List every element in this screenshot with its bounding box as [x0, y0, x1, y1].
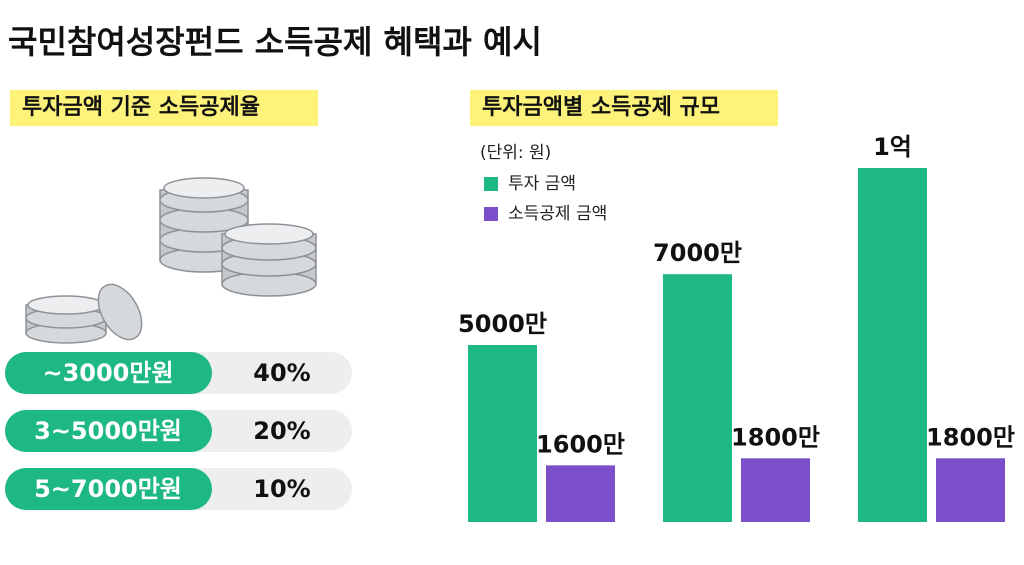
value-label: 1억	[873, 133, 912, 161]
bar	[546, 465, 615, 522]
bar	[858, 168, 927, 522]
value-label: 5000만	[458, 310, 547, 338]
chart-title: 투자금액별 소득공제 규모	[482, 95, 720, 120]
bar	[663, 274, 732, 522]
value-label: 1600만	[536, 430, 625, 458]
coin-stack	[221, 223, 317, 297]
rate-label: 40%	[253, 359, 310, 387]
bar	[936, 458, 1005, 522]
highlight	[10, 90, 318, 126]
range-label: ~3000만원	[42, 359, 173, 387]
unit-note: (단위: 원)	[480, 143, 551, 163]
section-title: 투자금액 기준 소득공제율	[22, 95, 260, 120]
rate-label: 10%	[253, 475, 310, 503]
page-title: 국민참여성장펀드 소득공제 혜택과 예시	[8, 23, 542, 61]
value-label: 7000만	[653, 239, 742, 267]
highlight	[470, 90, 778, 126]
range-pill	[5, 352, 212, 394]
legend-swatch	[484, 177, 498, 191]
legend-swatch	[484, 207, 498, 221]
range-pill	[5, 468, 212, 510]
coins	[25, 177, 317, 344]
legend-label: 투자 금액	[508, 174, 576, 194]
range-label: 3~5000만원	[34, 417, 182, 445]
bar	[468, 345, 537, 522]
value-label: 1800만	[926, 423, 1015, 451]
range-label: 5~7000만원	[34, 475, 182, 503]
value-label: 1800만	[731, 423, 820, 451]
coin-stack	[25, 283, 143, 344]
bar	[741, 458, 810, 522]
legend-label: 소득공제 금액	[508, 204, 607, 224]
range-pill	[5, 410, 212, 452]
rate-label: 20%	[253, 417, 310, 445]
